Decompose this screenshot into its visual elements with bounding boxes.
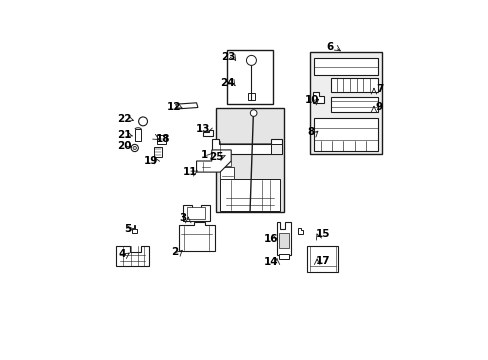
Polygon shape: [276, 222, 290, 255]
Text: 25: 25: [209, 152, 224, 162]
Polygon shape: [196, 150, 231, 172]
Text: 19: 19: [143, 156, 158, 166]
Bar: [216, 108, 284, 212]
Text: 12: 12: [167, 102, 181, 112]
Bar: [157, 135, 165, 144]
Polygon shape: [116, 246, 149, 266]
Text: 15: 15: [315, 229, 329, 239]
Text: 17: 17: [315, 256, 329, 266]
Text: 1: 1: [201, 150, 208, 161]
Text: 9: 9: [375, 102, 382, 112]
Text: 18: 18: [156, 134, 170, 144]
Bar: [154, 147, 162, 157]
Circle shape: [138, 117, 147, 126]
Text: 13: 13: [196, 124, 210, 134]
Polygon shape: [271, 144, 282, 154]
Circle shape: [131, 144, 138, 152]
Bar: [226, 50, 272, 104]
Bar: [186, 207, 204, 219]
Bar: [135, 129, 141, 141]
Text: 16: 16: [264, 234, 278, 244]
Polygon shape: [220, 179, 279, 211]
Bar: [309, 51, 382, 154]
Text: 11: 11: [182, 167, 197, 177]
Polygon shape: [314, 118, 377, 151]
Text: 10: 10: [305, 95, 319, 105]
Polygon shape: [203, 130, 213, 136]
Polygon shape: [312, 92, 323, 103]
Text: 24: 24: [220, 78, 235, 89]
Text: 23: 23: [220, 52, 235, 62]
Polygon shape: [221, 161, 231, 166]
Text: 7: 7: [375, 84, 383, 94]
Text: 21: 21: [117, 130, 131, 140]
Text: 4: 4: [119, 249, 126, 259]
Polygon shape: [307, 246, 337, 272]
Polygon shape: [178, 222, 214, 251]
Polygon shape: [330, 97, 377, 112]
Text: 20: 20: [117, 141, 131, 151]
Bar: [248, 93, 254, 100]
Polygon shape: [297, 228, 303, 234]
Polygon shape: [330, 78, 377, 92]
Text: 22: 22: [117, 114, 131, 125]
Polygon shape: [314, 58, 377, 75]
Polygon shape: [183, 205, 210, 221]
Text: 2: 2: [170, 247, 178, 257]
Polygon shape: [175, 103, 198, 109]
Circle shape: [246, 55, 256, 66]
Polygon shape: [220, 167, 233, 179]
Text: 3: 3: [179, 213, 186, 223]
Polygon shape: [132, 225, 137, 233]
Bar: [279, 255, 288, 260]
Circle shape: [250, 110, 257, 116]
Text: 8: 8: [307, 127, 314, 138]
Text: 14: 14: [264, 257, 278, 267]
Circle shape: [133, 146, 136, 150]
Bar: [279, 233, 288, 248]
Text: 5: 5: [124, 224, 131, 234]
Text: 6: 6: [325, 42, 332, 52]
Polygon shape: [211, 139, 282, 154]
